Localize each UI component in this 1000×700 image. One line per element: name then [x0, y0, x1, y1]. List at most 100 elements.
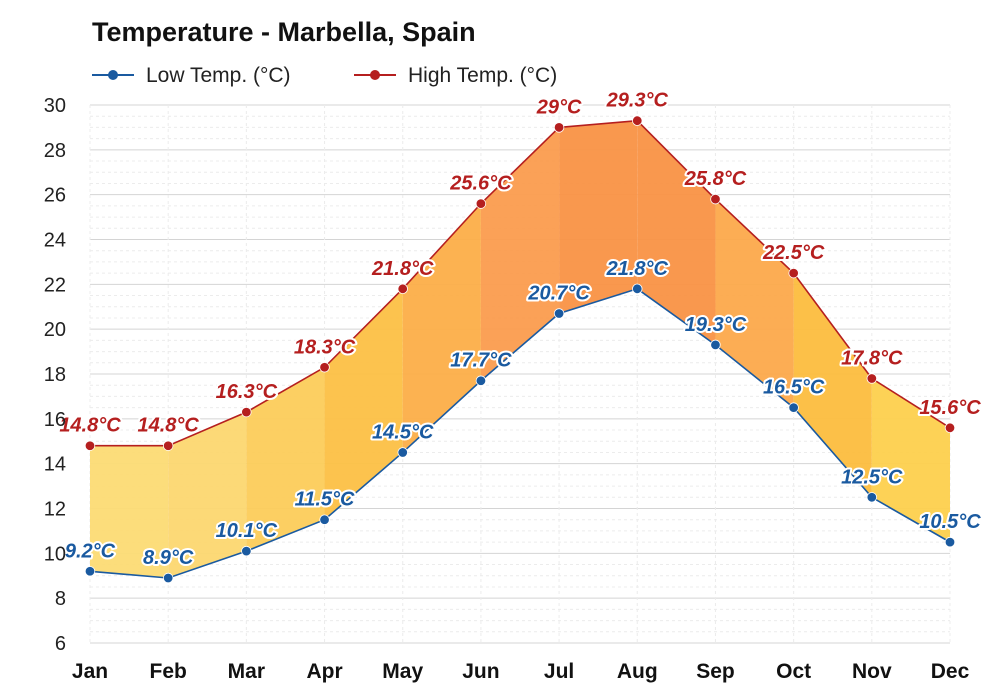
- high-temp-label-dec: 15.6°C: [919, 397, 981, 419]
- y-tick-label: 14: [44, 454, 66, 476]
- band-segment-jun: [480, 127, 560, 381]
- low-temp-label-mar: 10.1°C: [216, 520, 278, 542]
- high-temp-point-jun: [475, 198, 487, 209]
- band-segment-nov: [871, 378, 950, 543]
- high-temp-line: [90, 119, 951, 447]
- low-temp-point-apr: [319, 514, 330, 525]
- low-temp-point-dec: [944, 536, 956, 548]
- high-temp-point-apr: [319, 362, 330, 373]
- band-segment-may: [402, 203, 481, 453]
- y-tick-label: 26: [44, 185, 66, 207]
- low-temp-point-feb: [162, 572, 174, 584]
- y-tick-label: 22: [44, 274, 66, 296]
- temperature-range-band: [90, 120, 950, 578]
- low-temp-label-jan: 9.2°C: [65, 540, 116, 562]
- high-temp-label-jan: 14.8°C: [59, 415, 121, 437]
- x-tick-label-feb: Feb: [150, 660, 187, 683]
- low-temp-label-sep: 19.3°C: [685, 314, 747, 336]
- low-temp-label-feb: 8.9°C: [143, 547, 194, 569]
- low-temp-label-apr: 11.5°C: [295, 489, 355, 511]
- y-tick-label: 12: [44, 499, 66, 521]
- low-temp-label-dec: 10.5°C: [919, 511, 981, 533]
- high-temp-label-sep: 25.8°C: [684, 168, 747, 190]
- low-temp-label-jun: 17.7°C: [450, 350, 512, 372]
- band-segment-apr: [324, 288, 403, 520]
- low-temp-point-oct: [788, 402, 799, 413]
- low-temp-point-mar: [241, 545, 252, 557]
- y-tick-label: 30: [44, 95, 66, 117]
- band-segment-feb: [168, 412, 247, 578]
- x-tick-label-mar: Mar: [228, 660, 265, 683]
- high-temp-point-jan: [84, 440, 96, 451]
- band-segment-mar: [246, 367, 325, 552]
- low-temp-point-jun: [475, 375, 487, 386]
- x-tick-label-oct: Oct: [776, 660, 811, 683]
- x-tick-label-nov: Nov: [852, 660, 892, 683]
- x-tick-label-jun: Jun: [462, 660, 499, 683]
- high-temp-label-may: 21.8°C: [371, 258, 434, 280]
- high-temp-label-mar: 16.3°C: [216, 381, 278, 403]
- band-segment-sep: [715, 199, 794, 408]
- high-temp-point-dec: [944, 422, 956, 434]
- low-temp-point-sep: [710, 339, 721, 351]
- band-segment-jul: [559, 120, 638, 314]
- y-tick-label: 16: [44, 409, 66, 431]
- high-temp-point-mar: [241, 406, 252, 418]
- y-tick-label: 28: [44, 140, 66, 162]
- y-tick-label: 10: [44, 543, 66, 565]
- low-temp-label-aug: 21.8°C: [606, 258, 669, 280]
- high-temp-point-aug: [632, 115, 643, 126]
- high-temp-label-oct: 22.5°C: [762, 242, 825, 264]
- legend-high-temp-label: High Temp. (°C): [408, 64, 557, 87]
- low-temp-line: [89, 287, 951, 579]
- axes: 6 8 10 12 14 16 18 20 22 24 26 28 30 Jan Feb Mar Apr May J…: [44, 95, 970, 683]
- x-tick-label-dec: Dec: [931, 660, 970, 683]
- low-temp-point-nov: [866, 492, 878, 503]
- high-temp-label-apr: 18.3°C: [294, 336, 356, 358]
- low-temp-point-aug: [632, 283, 643, 295]
- x-tick-label-jul: Jul: [544, 660, 574, 683]
- legend-low-temp-marker-icon: [108, 70, 118, 80]
- y-tick-label: 6: [55, 633, 66, 655]
- x-tick-label-apr: Apr: [306, 660, 342, 683]
- low-temp-label-may: 14.5°C: [372, 421, 434, 443]
- band-segment-oct: [793, 273, 872, 498]
- high-temp-label-aug: 29.3°C: [606, 90, 669, 112]
- legend-low-temp: Low Temp. (°C): [92, 64, 291, 87]
- high-temp-point-nov: [866, 373, 878, 384]
- high-temp-point-oct: [788, 267, 799, 279]
- y-tick-label: 20: [44, 319, 66, 341]
- high-temp-point-feb: [162, 440, 174, 451]
- high-temp-label-nov: 17.8°C: [841, 347, 903, 369]
- legend-low-temp-label: Low Temp. (°C): [146, 64, 291, 87]
- high-temp-point-sep: [710, 193, 721, 205]
- band-segment-jan: [90, 445, 169, 578]
- y-tick-label: 8: [55, 588, 66, 610]
- low-temp-label-oct: 16.5°C: [763, 377, 825, 399]
- legend-high-temp: High Temp. (°C): [354, 64, 557, 87]
- x-tick-label-jan: Jan: [72, 660, 108, 683]
- y-tick-label: 24: [44, 230, 66, 252]
- low-temp-point-may: [397, 447, 408, 458]
- low-temp-point-jan: [84, 566, 96, 577]
- high-temp-point-jul: [553, 122, 565, 133]
- low-temp-point-jul: [553, 308, 565, 319]
- high-temp-label-feb: 14.8°C: [137, 415, 199, 437]
- series-points: [84, 115, 956, 584]
- x-tick-label-may: May: [382, 660, 423, 683]
- x-tick-label-sep: Sep: [696, 660, 735, 683]
- high-temp-label-jun: 25.6°C: [449, 173, 512, 195]
- data-labels: 9.2°C 8.9°C 10.1°C 11.5°C 14.5°C 17.7°C 20.7°C…: [57, 88, 983, 571]
- high-temp-point-may: [397, 283, 408, 295]
- low-temp-label-jul: 20.7°C: [527, 282, 590, 304]
- band-segment-aug: [637, 120, 716, 345]
- low-temp-label-nov: 12.5°C: [841, 466, 903, 488]
- x-tick-label-aug: Aug: [617, 660, 658, 683]
- legend: Low Temp. (°C) High Temp. (°C): [92, 64, 557, 87]
- chart-title: Temperature - Marbella, Spain: [92, 17, 476, 47]
- high-temp-label-jul: 29°C: [536, 96, 582, 118]
- y-tick-label: 18: [44, 364, 66, 386]
- legend-high-temp-marker-icon: [370, 70, 380, 80]
